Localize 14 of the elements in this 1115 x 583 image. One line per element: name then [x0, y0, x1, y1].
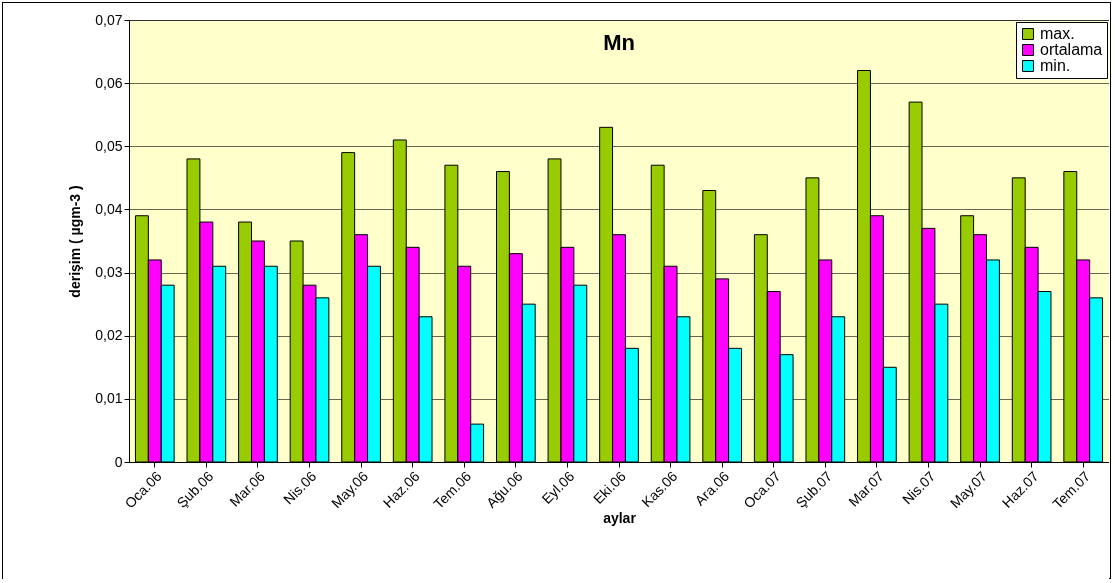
legend-label: min. [1040, 57, 1071, 74]
y-tick-label: 0,03 [95, 264, 123, 281]
text: Mn [603, 30, 635, 55]
y-tick-label: 0,07 [95, 11, 123, 28]
y-tick-label: 0,05 [95, 137, 123, 154]
y-tick-label: 0 [114, 453, 123, 470]
x-axis-title: aylar [603, 509, 637, 526]
y-tick-label: 0,06 [95, 74, 123, 91]
y-tick-label: 0,04 [95, 200, 123, 217]
y-tick-label: 0,01 [95, 390, 123, 407]
legend-label: ortalama [1040, 41, 1103, 58]
y-axis-title: derişim ( µgm-3 ) [67, 185, 84, 298]
legend-label: max. [1040, 25, 1075, 42]
y-tick-label: 0,02 [95, 327, 123, 344]
